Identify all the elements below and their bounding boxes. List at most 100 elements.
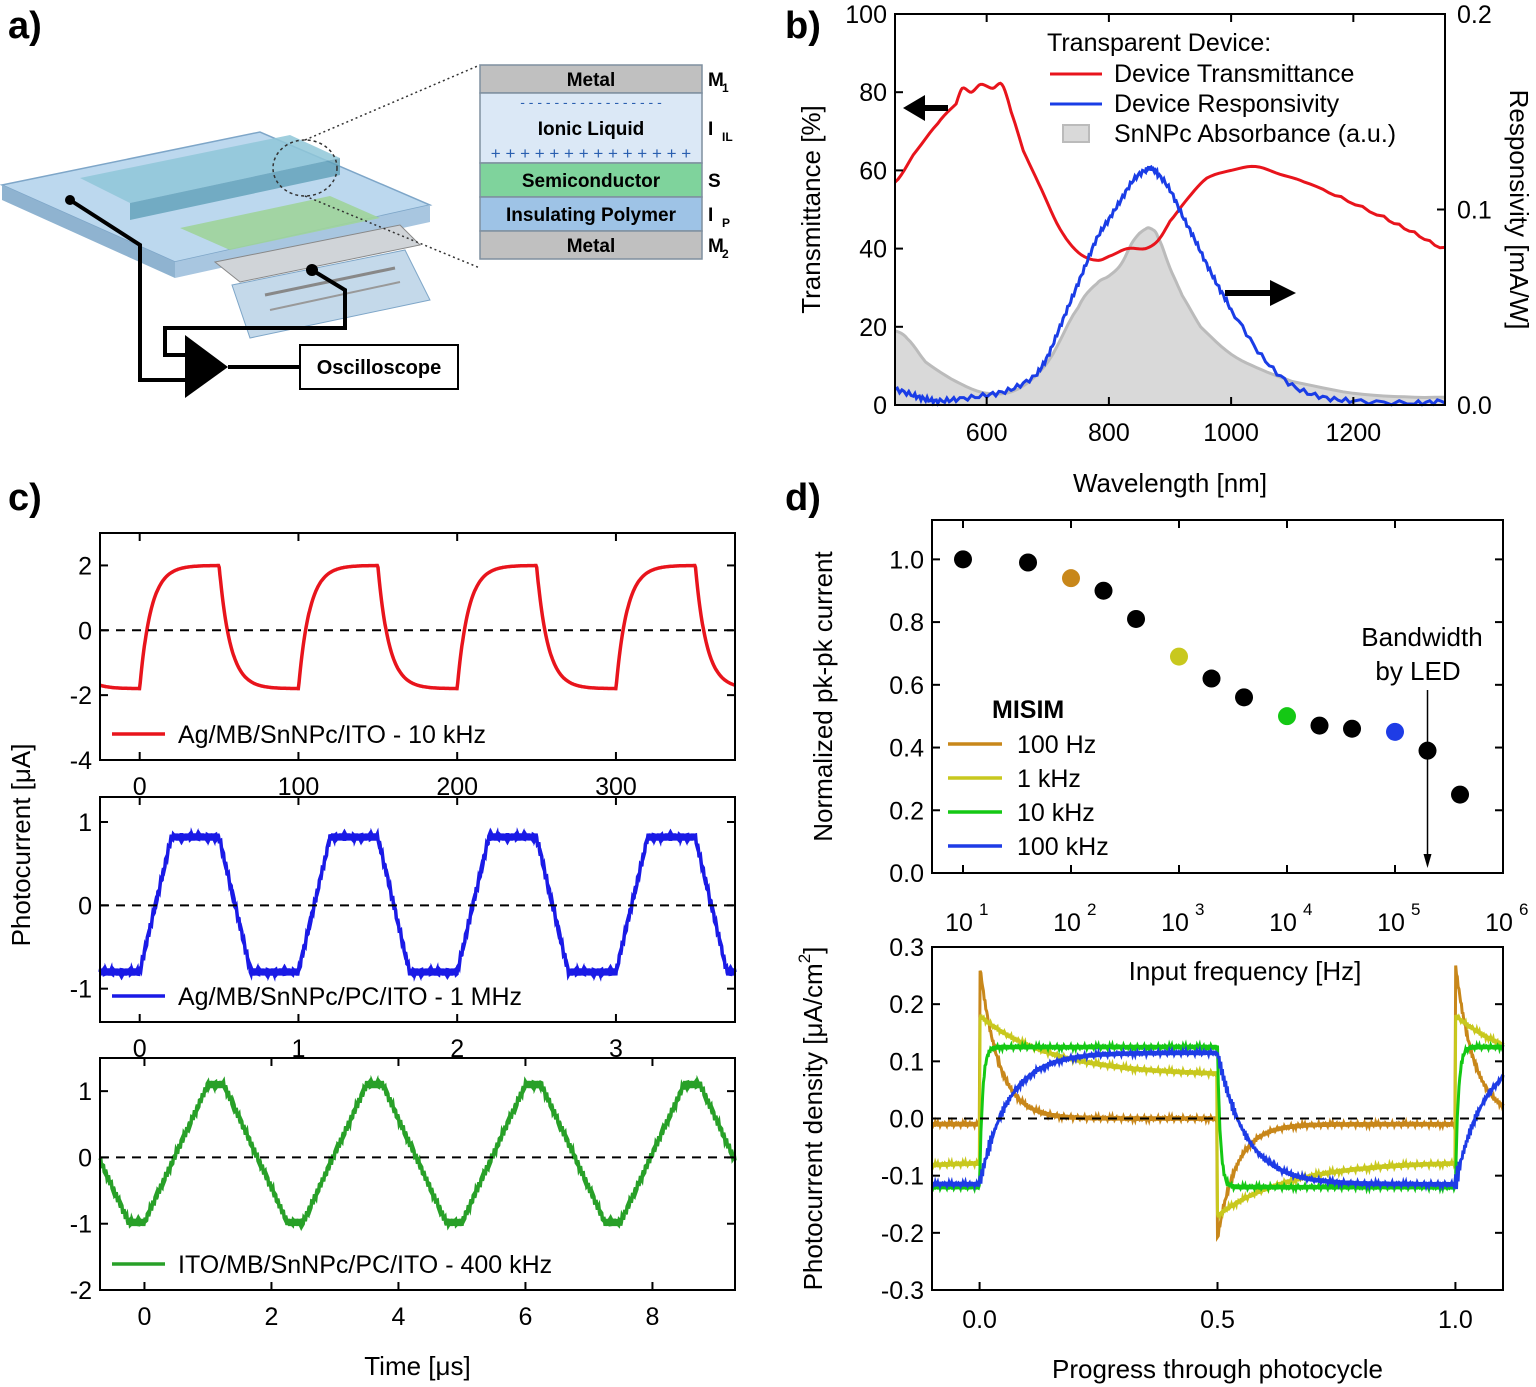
x-axis-label: Input frequency [Hz] (1129, 956, 1362, 986)
y-axis-label-main: Photocurrent density [μA/cm (798, 963, 828, 1290)
stack-layer-name: Metal (567, 236, 616, 257)
x-tick-exponent: 1 (979, 900, 988, 919)
x-tick-label: 8 (645, 1303, 659, 1331)
wire (68, 198, 190, 382)
oscilloscope-box (299, 344, 459, 390)
x-tick-exponent: 3 (1195, 900, 1204, 919)
data-point (1094, 581, 1113, 600)
x-tick-label: 0 (133, 773, 147, 801)
ionic-minus-charges: - - - - - - - - - - - - - - - - - (520, 94, 662, 110)
zoom-line (304, 195, 481, 269)
panel-label-a: a) (8, 5, 42, 47)
y-tick-label: 100 (845, 1, 887, 29)
stack-layer-subscript: 2 (722, 247, 729, 261)
stack-layer (479, 230, 703, 260)
y-axis-label-superscript: 2 (795, 954, 814, 963)
y-axis-label: Transmittance [%] (796, 105, 826, 314)
arrow-head (1423, 854, 1432, 868)
panel-a-device-schematic: Oscilloscope Metal M 1 Ionic Liquid I IL - - -… (0, 64, 733, 398)
y-tick-label: 0 (78, 1144, 92, 1172)
legend-entry: SnNPc Absorbance (a.u.) (1114, 120, 1396, 148)
legend-entry: ITO/MB/SnNPc/PC/ITO - 400 kHz (178, 1251, 552, 1279)
x-tick-label: 1000 (1203, 419, 1259, 447)
y-tick-label: 0.1 (889, 1048, 924, 1076)
panel-b-transmittance-chart: 600 800 1000 1200 0 20 40 60 80 100 0.0 0.1 0.2 Wavel… (796, 1, 1534, 498)
data-point (1451, 785, 1470, 804)
data-point (1386, 722, 1404, 741)
y-tick-label: 0.3 (889, 934, 924, 962)
y-tick-label: 80 (859, 79, 887, 107)
y-tick-label: 1.0 (889, 546, 924, 574)
x-tick-label: 10 (1269, 909, 1297, 937)
transmittance-line (893, 81, 1446, 262)
x-axis-label: Wavelength [nm] (1073, 468, 1267, 498)
data-point (1170, 647, 1188, 666)
data-point (1062, 569, 1080, 588)
x-tick-label: 10 (1161, 909, 1189, 937)
data-point (1343, 719, 1362, 738)
glass-substrate-side (2, 185, 175, 278)
photocycle-trace (930, 965, 1505, 1243)
annotation-line1: Bandwidth (1361, 622, 1482, 652)
stack-layer (479, 92, 703, 164)
legend-entry: Device Transmittance (1114, 60, 1354, 88)
x-tick-label: 0.5 (1200, 1306, 1235, 1334)
x-axis-label: Progress through photocycle (1052, 1354, 1383, 1384)
x-tick-label: 1.0 (1438, 1306, 1473, 1334)
stack-layer-symbol: M (708, 236, 724, 257)
y-tick-label: 0.4 (889, 735, 924, 763)
stack-layer-symbol: I (708, 119, 713, 140)
x-axis-label: Time [μs] (364, 1351, 470, 1381)
data-point (1310, 716, 1329, 735)
stack-layer-symbol: I (708, 205, 713, 226)
x-tick-label: 600 (966, 419, 1008, 447)
device-channel-side (130, 158, 340, 220)
arrow-head (1270, 280, 1296, 306)
y-right-tick-label: 0.2 (1457, 1, 1492, 29)
oscilloscope-label: Oscilloscope (317, 357, 442, 379)
y-right-tick-label: 0.0 (1457, 392, 1492, 420)
stack-layer-name: Ionic Liquid (538, 119, 645, 140)
bottom-electrode (213, 224, 422, 283)
stack-layer-subscript: 1 (722, 81, 729, 95)
semiconductor-strip (180, 196, 380, 250)
photocurrent-trace (98, 1074, 737, 1232)
y-axis-label: Photocurrent density [μA/cm2] (795, 947, 828, 1291)
wire (163, 268, 347, 357)
y-right-axis-label: Responsivity [mA/W] (1504, 90, 1534, 330)
y-right-tick-label: 0.1 (1457, 197, 1492, 225)
legend-entry: 10 kHz (1017, 799, 1095, 827)
y-tick-label: -2 (70, 1277, 92, 1305)
legend-entry: Device Responsivity (1114, 90, 1340, 118)
absorbance-line (894, 226, 1445, 400)
photocycle-trace (930, 1045, 1505, 1192)
arrow-head (903, 95, 925, 121)
device-channel (80, 135, 340, 203)
y-tick-label: 0.0 (889, 1106, 924, 1134)
photocurrent-trace (98, 827, 737, 982)
legend-title: Transparent Device: (1047, 29, 1271, 57)
contact-line (269, 281, 401, 311)
stack-layer-subscript: IL (722, 130, 733, 144)
absorbance-area (895, 227, 1445, 405)
photocurrent-trace (99, 563, 736, 691)
y-tick-label: 0 (78, 617, 92, 645)
zoom-circle (272, 139, 338, 197)
stack-layer-subscript: P (722, 216, 730, 230)
x-tick-label: 10 (1053, 909, 1081, 937)
x-tick-label: 3 (609, 1035, 623, 1063)
plot-frame (99, 1057, 736, 1291)
layer-stack: Metal M 1 Ionic Liquid I IL - - - - - - - - - … (479, 64, 733, 261)
x-tick-label: 6 (518, 1303, 532, 1331)
x-tick-label: 0 (133, 1035, 147, 1063)
y-tick-label: -1 (70, 976, 92, 1004)
y-tick-label: 1 (78, 809, 92, 837)
x-tick-exponent: 6 (1519, 900, 1528, 919)
y-tick-label: 0.2 (889, 991, 924, 1019)
x-tick-label: 1200 (1326, 419, 1382, 447)
data-point (954, 550, 972, 569)
legend-entry: Ag/MB/SnNPc/ITO - 10 kHz (178, 721, 486, 749)
panel-d-photocycle-chart: -0.3 -0.2 -0.1 0.0 0.1 0.2 0.3 0.0 0.5 1.0 Progres… (795, 934, 1505, 1384)
